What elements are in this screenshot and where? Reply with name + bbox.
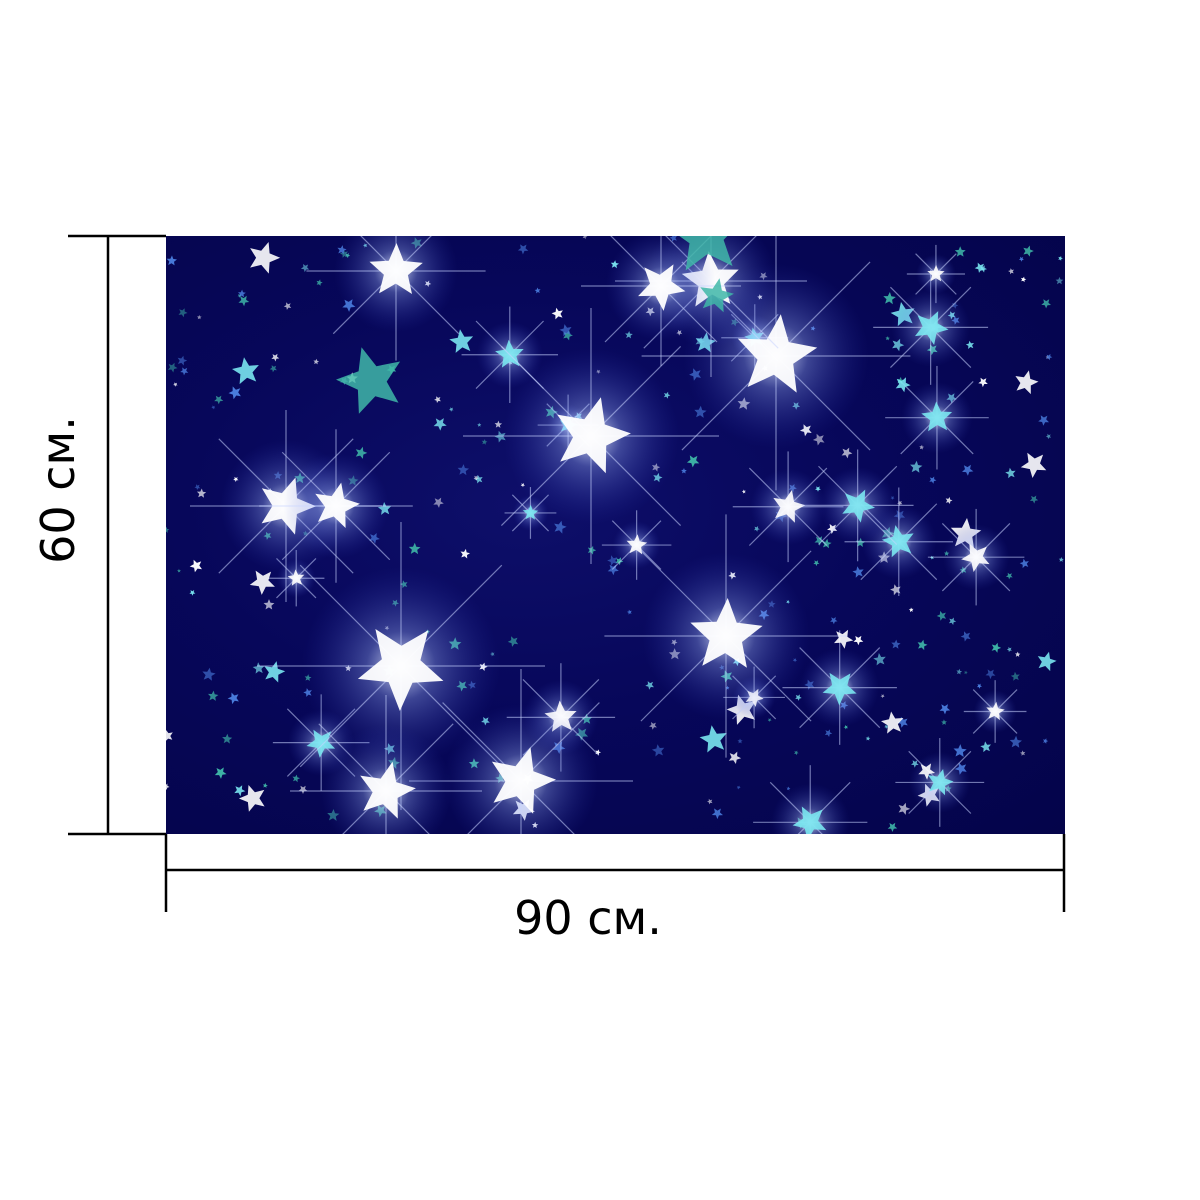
width-label: 90 см. [514, 891, 662, 945]
height-label: 60 см. [31, 416, 85, 564]
star-pattern [166, 236, 1064, 834]
product-image [166, 236, 1065, 834]
